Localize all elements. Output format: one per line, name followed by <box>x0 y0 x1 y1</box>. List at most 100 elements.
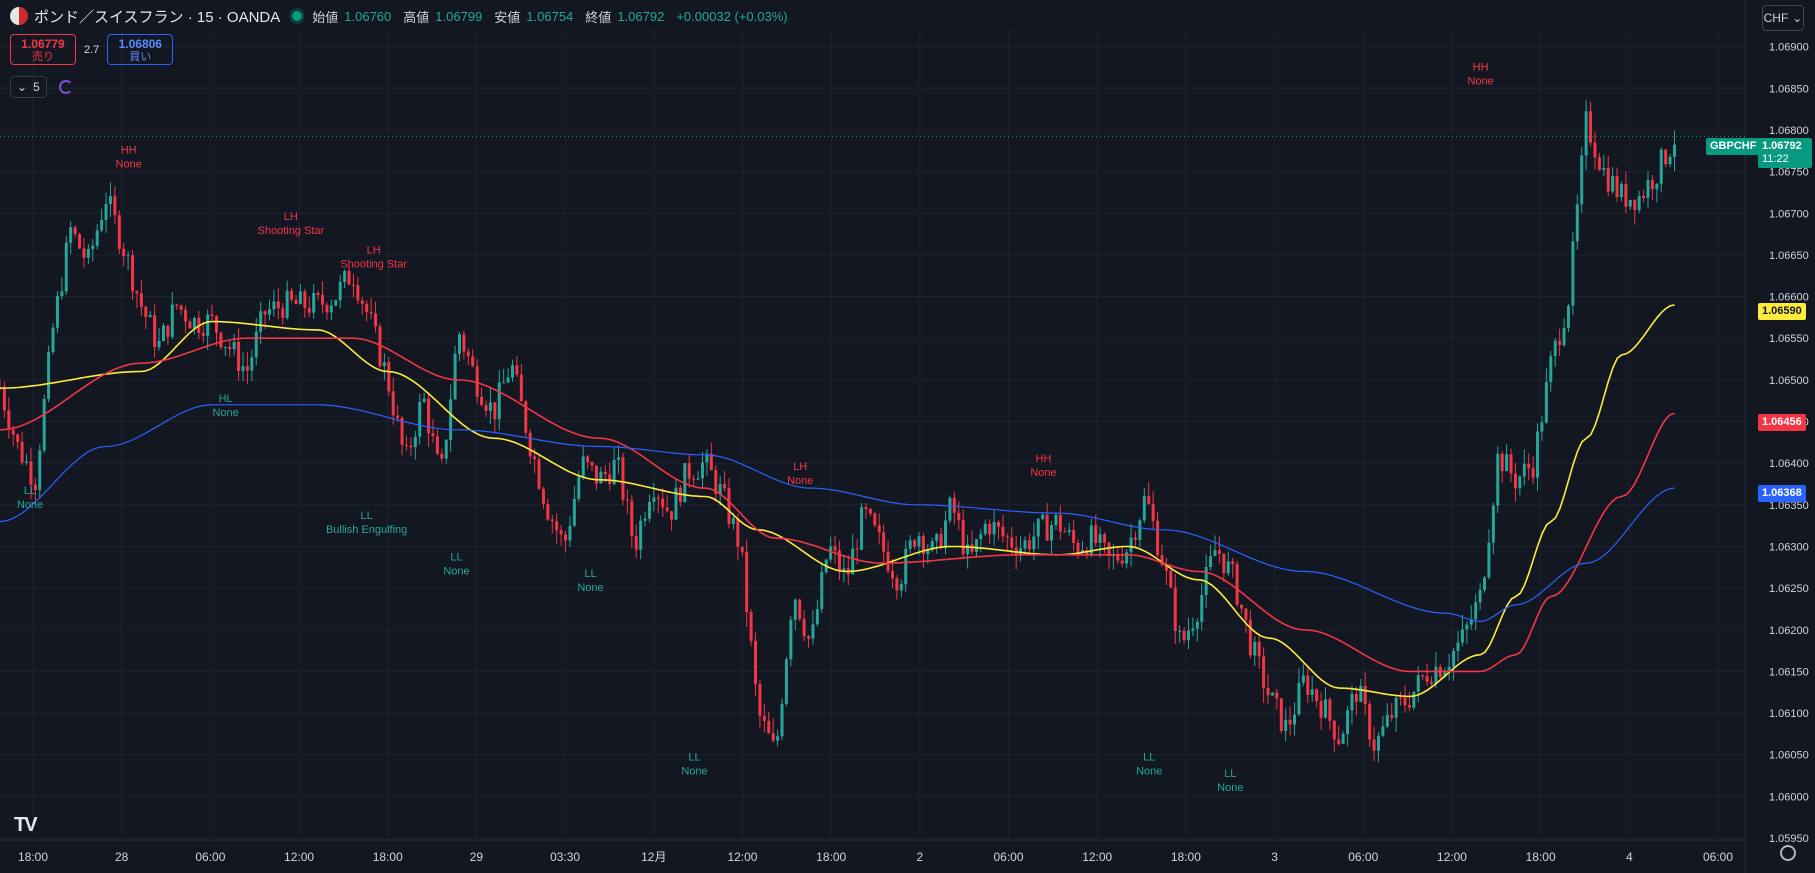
candle-body <box>1058 514 1062 532</box>
candle-body <box>1341 733 1345 744</box>
symbol-title[interactable]: ポンド／スイスフラン · 15 · OANDA <box>34 8 281 26</box>
candle-body <box>1584 111 1588 156</box>
buy-button[interactable]: 1.06806 買い <box>107 34 174 65</box>
candle-body <box>1337 739 1341 744</box>
gear-icon[interactable] <box>1780 845 1796 861</box>
candle-body <box>1527 463 1531 469</box>
red-ma-tag: 1.06456 <box>1758 414 1806 431</box>
tradingview-logo-icon[interactable]: TV <box>14 814 38 836</box>
swing-pattern-label: Shooting Star <box>340 259 407 271</box>
candle-body <box>1562 327 1566 346</box>
sell-label: 売り <box>32 51 54 63</box>
candle-body <box>1054 514 1058 526</box>
symbol-tag: GBPCHF <box>1706 138 1761 155</box>
y-tick-label: 1.06100 <box>1769 708 1809 720</box>
candle-body <box>440 453 444 459</box>
candle-body <box>1089 525 1093 555</box>
y-tick-label: 1.06900 <box>1769 42 1809 54</box>
x-tick-label: 12月 <box>641 850 666 864</box>
candle-body <box>1063 531 1067 533</box>
candle-body <box>1668 156 1672 165</box>
candle-body <box>705 453 709 463</box>
candle-body <box>404 444 408 446</box>
x-tick-label: 12:00 <box>284 850 314 864</box>
candle-body <box>95 230 99 246</box>
candle-body <box>1513 473 1517 489</box>
candle-body <box>1032 536 1036 550</box>
candle-body <box>1505 454 1509 472</box>
candle-body <box>82 248 86 258</box>
y-tick-label: 1.06750 <box>1769 167 1809 179</box>
candle-body <box>1544 382 1548 423</box>
y-tick-label: 1.06400 <box>1769 458 1809 470</box>
candle-body <box>294 299 298 305</box>
candle-body <box>700 462 704 479</box>
candle-body <box>762 715 766 721</box>
candle-body <box>38 450 42 491</box>
candle-body <box>73 227 77 235</box>
candle-body <box>1460 629 1464 643</box>
candle-body <box>1628 199 1632 207</box>
candle-body <box>740 546 744 552</box>
ema-slow-line <box>0 404 1675 623</box>
candle-body <box>303 291 307 309</box>
y-tick-label: 1.06850 <box>1769 83 1809 95</box>
candle-body <box>1509 454 1513 474</box>
buy-label: 買い <box>129 51 152 63</box>
swing-type-label: LH <box>367 245 381 257</box>
candle-body <box>400 417 404 445</box>
sell-button[interactable]: 1.06779 売り <box>10 34 76 65</box>
candles <box>0 100 1676 763</box>
indicators-toggle-button[interactable]: ⌄ 5 <box>10 76 47 98</box>
candle-body <box>55 296 59 328</box>
candle-body <box>829 546 833 560</box>
candle-body <box>374 313 378 327</box>
candle-body <box>935 534 939 542</box>
x-tick-label: 12:00 <box>1437 850 1467 864</box>
candle-body <box>427 398 431 434</box>
candle-body <box>1103 534 1107 543</box>
candle-body <box>1491 505 1495 543</box>
candle-body <box>245 366 249 371</box>
candle-body <box>444 439 448 459</box>
candle-body <box>1540 422 1544 432</box>
sync-icon[interactable] <box>58 80 73 94</box>
candle-body <box>1222 553 1226 574</box>
candle-body <box>621 457 625 500</box>
candle-body <box>378 326 382 367</box>
candle-body <box>356 285 360 301</box>
candle-body <box>351 284 355 286</box>
candle-body <box>837 550 841 572</box>
y-tick-label: 1.06550 <box>1769 333 1809 345</box>
candle-body <box>745 551 749 613</box>
candle-body <box>325 304 329 313</box>
y-tick-label: 1.06800 <box>1769 125 1809 137</box>
candle-body <box>431 433 435 437</box>
x-tick-label: 3 <box>1271 850 1278 864</box>
currency-button[interactable]: CHF ⌄ <box>1762 5 1804 31</box>
candle-body <box>1125 552 1129 564</box>
candle-body <box>369 312 373 314</box>
candle-body <box>1231 561 1235 565</box>
candle-body <box>1262 656 1266 689</box>
candle-body <box>1465 624 1469 630</box>
candle-body <box>577 476 581 499</box>
candle-body <box>1381 726 1385 736</box>
candle-body <box>502 382 506 384</box>
candle-body <box>281 308 285 318</box>
candle-body <box>1531 468 1535 478</box>
candle-body <box>608 474 612 485</box>
candle-body <box>1023 540 1027 549</box>
candle-body <box>1010 537 1014 548</box>
candle-body <box>590 462 594 466</box>
candle-body <box>970 544 974 552</box>
candle-body <box>1200 594 1204 622</box>
x-tick-label: 2 <box>916 850 923 864</box>
candle-body <box>1173 587 1177 631</box>
y-tick-label: 1.06600 <box>1769 292 1809 304</box>
candle-body <box>219 332 223 348</box>
candle-body <box>723 484 727 489</box>
candle-body <box>20 441 24 463</box>
candle-body <box>528 432 532 457</box>
